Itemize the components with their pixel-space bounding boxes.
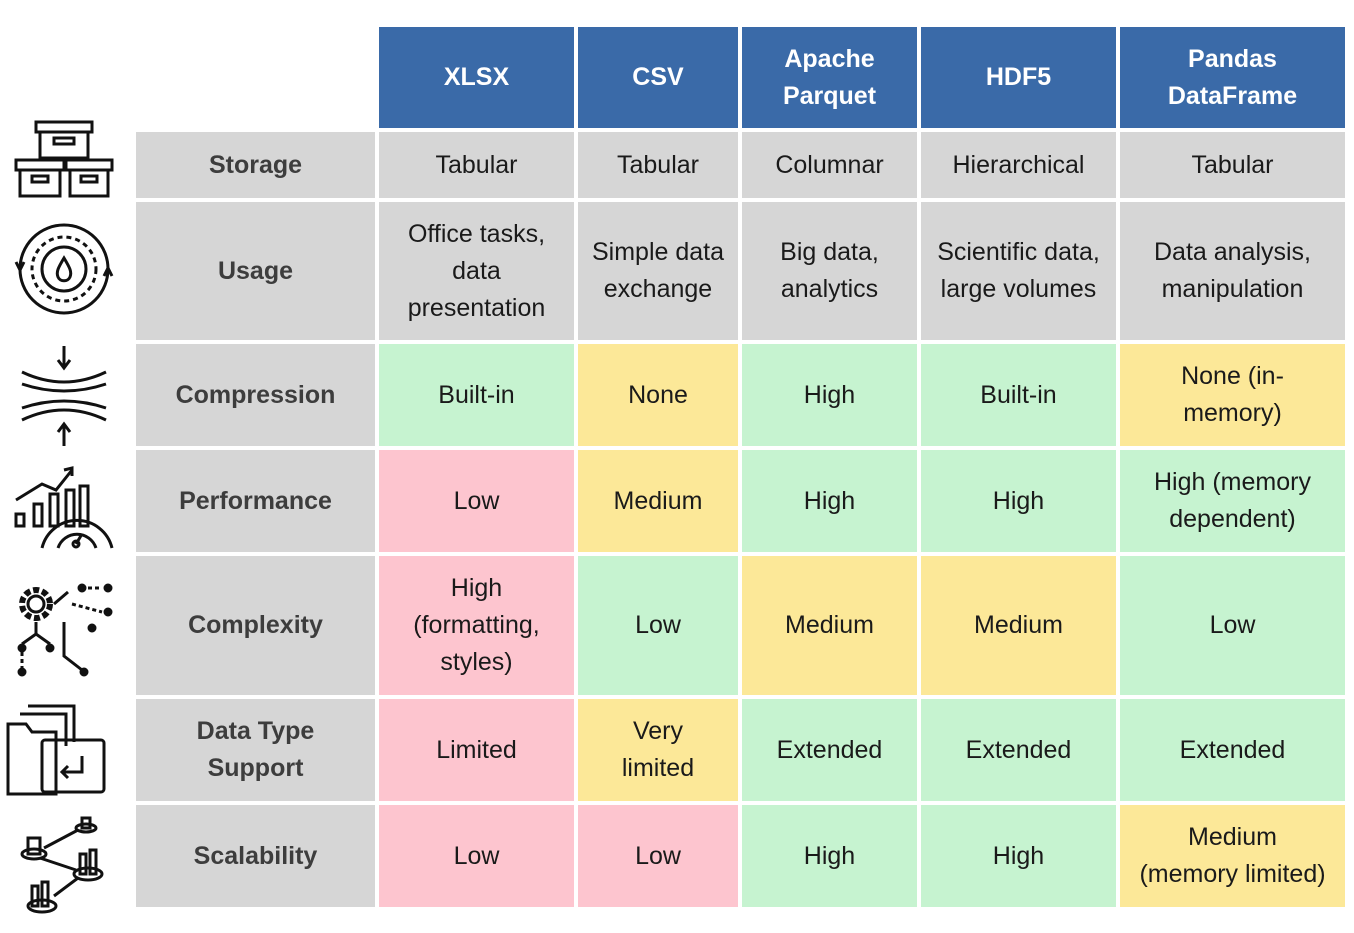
cell-scalability-hdf5: High (921, 805, 1116, 907)
cell-complexity-dataframe: Low (1120, 556, 1345, 695)
header-csv: CSV (578, 27, 738, 128)
cell-storage-dataframe: Tabular (1120, 132, 1345, 198)
header-xlsx: XLSX (379, 27, 574, 128)
cell-performance-xlsx: Low (379, 450, 574, 552)
cell-complexity-csv: Low (578, 556, 738, 695)
cell-compression-hdf5: Built-in (921, 344, 1116, 446)
cell-complexity-parquet: Medium (742, 556, 917, 695)
cell-data-type-support-hdf5: Extended (921, 699, 1116, 801)
cell-performance-parquet: High (742, 450, 917, 552)
row-label-compression: Compression (136, 344, 375, 446)
scalability-network-icon (12, 816, 116, 916)
cell-storage-hdf5: Hierarchical (921, 132, 1116, 198)
row-label-scalability: Scalability (136, 805, 375, 907)
complexity-network-icon (12, 578, 116, 678)
performance-gauge-icon (12, 464, 116, 552)
row-label-complexity: Complexity (136, 556, 375, 695)
gear-cycle-icon (12, 222, 116, 316)
cell-storage-parquet: Columnar (742, 132, 917, 198)
cell-compression-parquet: High (742, 344, 917, 446)
compression-arrows-icon (18, 344, 110, 448)
cell-usage-dataframe: Data analysis, manipulation (1120, 202, 1345, 340)
row-label-data-type-support: Data Type Support (136, 699, 375, 801)
cell-performance-csv: Medium (578, 450, 738, 552)
cell-scalability-xlsx: Low (379, 805, 574, 907)
row-label-usage: Usage (136, 202, 375, 340)
storage-boxes-icon (12, 118, 116, 200)
cell-usage-csv: Simple data exchange (578, 202, 738, 340)
cell-data-type-support-xlsx: Limited (379, 699, 574, 801)
cell-compression-csv: None (578, 344, 738, 446)
cell-data-type-support-dataframe: Extended (1120, 699, 1345, 801)
cell-performance-dataframe: High (memory dependent) (1120, 450, 1345, 552)
cell-scalability-csv: Low (578, 805, 738, 907)
row-label-storage: Storage (136, 132, 375, 198)
header-pandas-dataframe: Pandas DataFrame (1120, 27, 1345, 128)
cell-scalability-parquet: High (742, 805, 917, 907)
cell-performance-hdf5: High (921, 450, 1116, 552)
cell-data-type-support-csv: Very limited (578, 699, 738, 801)
cell-scalability-dataframe: Medium (memory limited) (1120, 805, 1345, 907)
header-apache-parquet: Apache Parquet (742, 27, 917, 128)
cell-usage-hdf5: Scientific data, large volumes (921, 202, 1116, 340)
cell-usage-xlsx: Office tasks, data presentation (379, 202, 574, 340)
cell-storage-xlsx: Tabular (379, 132, 574, 198)
cell-compression-dataframe: None (in- memory) (1120, 344, 1345, 446)
row-label-performance: Performance (136, 450, 375, 552)
cell-storage-csv: Tabular (578, 132, 738, 198)
cell-data-type-support-parquet: Extended (742, 699, 917, 801)
file-folders-icon (6, 702, 108, 798)
cell-usage-parquet: Big data, analytics (742, 202, 917, 340)
cell-complexity-xlsx: High (formatting, styles) (379, 556, 574, 695)
cell-complexity-hdf5: Medium (921, 556, 1116, 695)
header-hdf5: HDF5 (921, 27, 1116, 128)
cell-compression-xlsx: Built-in (379, 344, 574, 446)
